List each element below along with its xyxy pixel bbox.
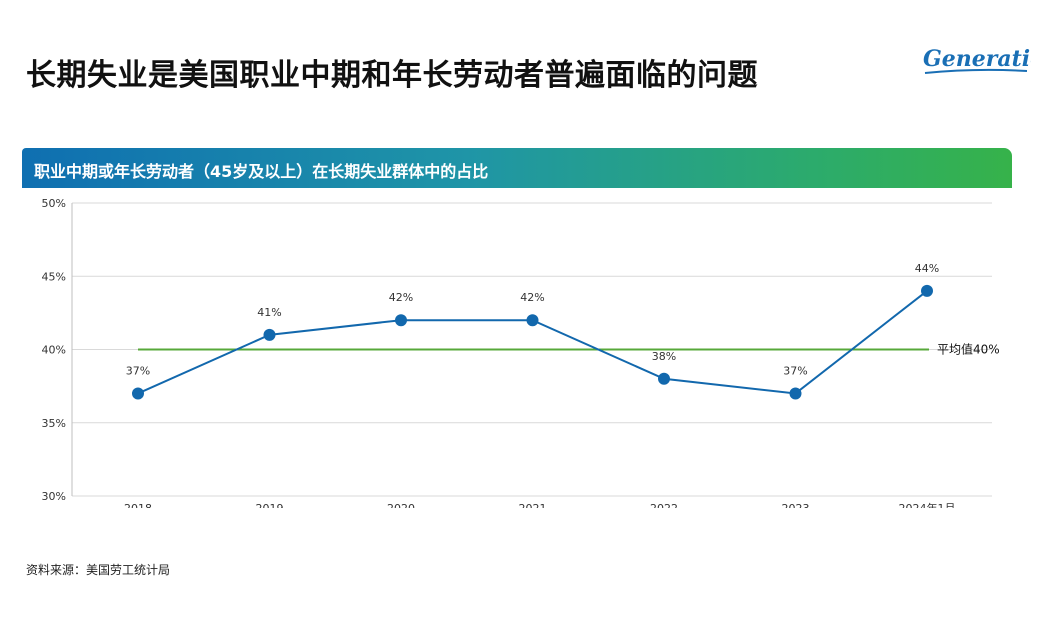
data-point: [395, 314, 407, 327]
data-point: [921, 284, 933, 297]
data-point: [658, 372, 670, 385]
chart-title: 职业中期或年长劳动者（45岁及以上）在长期失业群体中的占比: [34, 162, 489, 181]
data-label: 42%: [520, 291, 544, 304]
line-chart: 30% 35% 40% 45% 50% 平均值40% 37% 2018 41% 2019 42% 20…: [42, 197, 1000, 508]
chart-title-banner: 职业中期或年长劳动者（45岁及以上）在长期失业群体中的占比: [22, 148, 1012, 188]
average-line-label: 平均值40%: [937, 342, 1000, 357]
svg-text:Generation: Generation: [923, 46, 1031, 72]
x-tick-label: 2024年1月: [899, 501, 956, 508]
data-point: [789, 387, 802, 400]
data-label: 37%: [126, 364, 150, 377]
source-note: 资料来源：美国劳工统计局: [26, 563, 171, 577]
x-tick-label: 2022: [650, 502, 678, 508]
page-title: 长期失业是美国职业中期和年长劳动者普遍面临的问题: [26, 58, 758, 93]
y-tick-label: 35%: [42, 417, 66, 430]
data-point: [263, 328, 276, 341]
generation-logo: Generation: [923, 46, 1031, 74]
data-label: 44%: [915, 262, 939, 275]
data-label: 37%: [783, 364, 807, 377]
y-tick-label: 50%: [42, 197, 66, 210]
data-label: 42%: [389, 291, 413, 304]
x-tick-label: 2021: [519, 502, 547, 508]
y-tick-label: 45%: [42, 270, 66, 283]
x-tick-label: 2023: [782, 502, 810, 508]
data-label: 38%: [652, 350, 676, 363]
y-tick-label: 40%: [42, 344, 66, 357]
data-point: [132, 387, 144, 400]
data-point: [526, 314, 539, 327]
data-label: 41%: [257, 306, 281, 319]
x-tick-label: 2020: [387, 502, 415, 508]
x-tick-label: 2018: [124, 502, 152, 508]
y-tick-label: 30%: [42, 490, 66, 503]
x-tick-label: 2019: [256, 502, 284, 508]
